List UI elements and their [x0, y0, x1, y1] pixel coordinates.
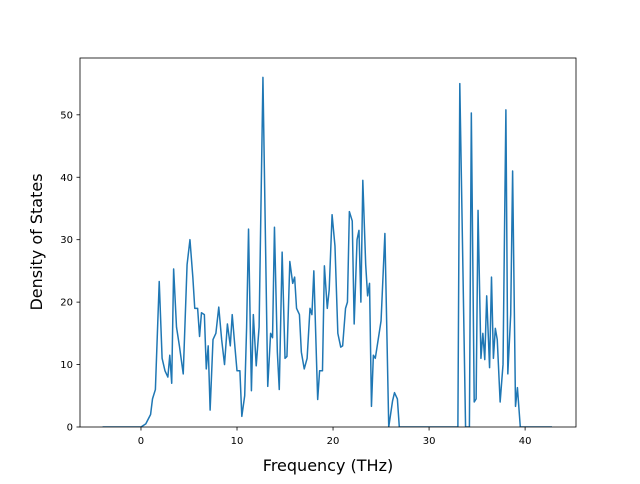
x-tick-label: 30 — [423, 436, 436, 447]
x-tick-label: 20 — [327, 436, 340, 447]
x-tick-label: 10 — [231, 436, 244, 447]
y-tick-label: 50 — [60, 110, 73, 121]
y-tick-label: 0 — [67, 423, 73, 434]
y-tick-label: 30 — [60, 235, 73, 246]
y-tick-label: 20 — [60, 298, 73, 309]
x-axis-label: Frequency (THz) — [263, 456, 393, 475]
y-axis-label: Density of States — [27, 173, 46, 310]
x-tick-label: 40 — [519, 436, 532, 447]
y-tick-label: 10 — [60, 360, 73, 371]
plot-frame — [79, 57, 577, 428]
x-tick-label: 0 — [138, 436, 144, 447]
y-tick-label: 40 — [60, 173, 73, 184]
data-line — [102, 76, 552, 427]
